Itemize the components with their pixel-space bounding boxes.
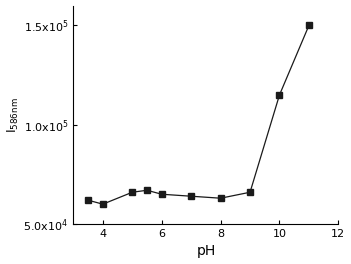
X-axis label: pH: pH (196, 244, 216, 258)
Y-axis label: I$_\mathregular{586nm}$: I$_\mathregular{586nm}$ (6, 97, 21, 133)
